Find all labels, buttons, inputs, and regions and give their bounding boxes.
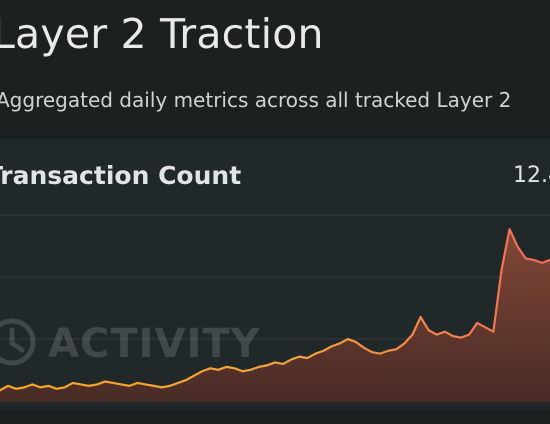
series-line (0, 228, 550, 392)
transaction-count-chart (0, 214, 550, 402)
page-subtitle: Aggregated daily metrics across all trac… (0, 88, 512, 112)
bottom-strip (0, 409, 550, 424)
page-title: Layer 2 Traction (0, 10, 324, 58)
card-value: 12.4 (513, 163, 550, 188)
series-area (0, 229, 550, 402)
card-title: Transaction Count (0, 161, 242, 190)
metric-card: ACTIVITY Transaction Count 12.4 (0, 139, 550, 409)
